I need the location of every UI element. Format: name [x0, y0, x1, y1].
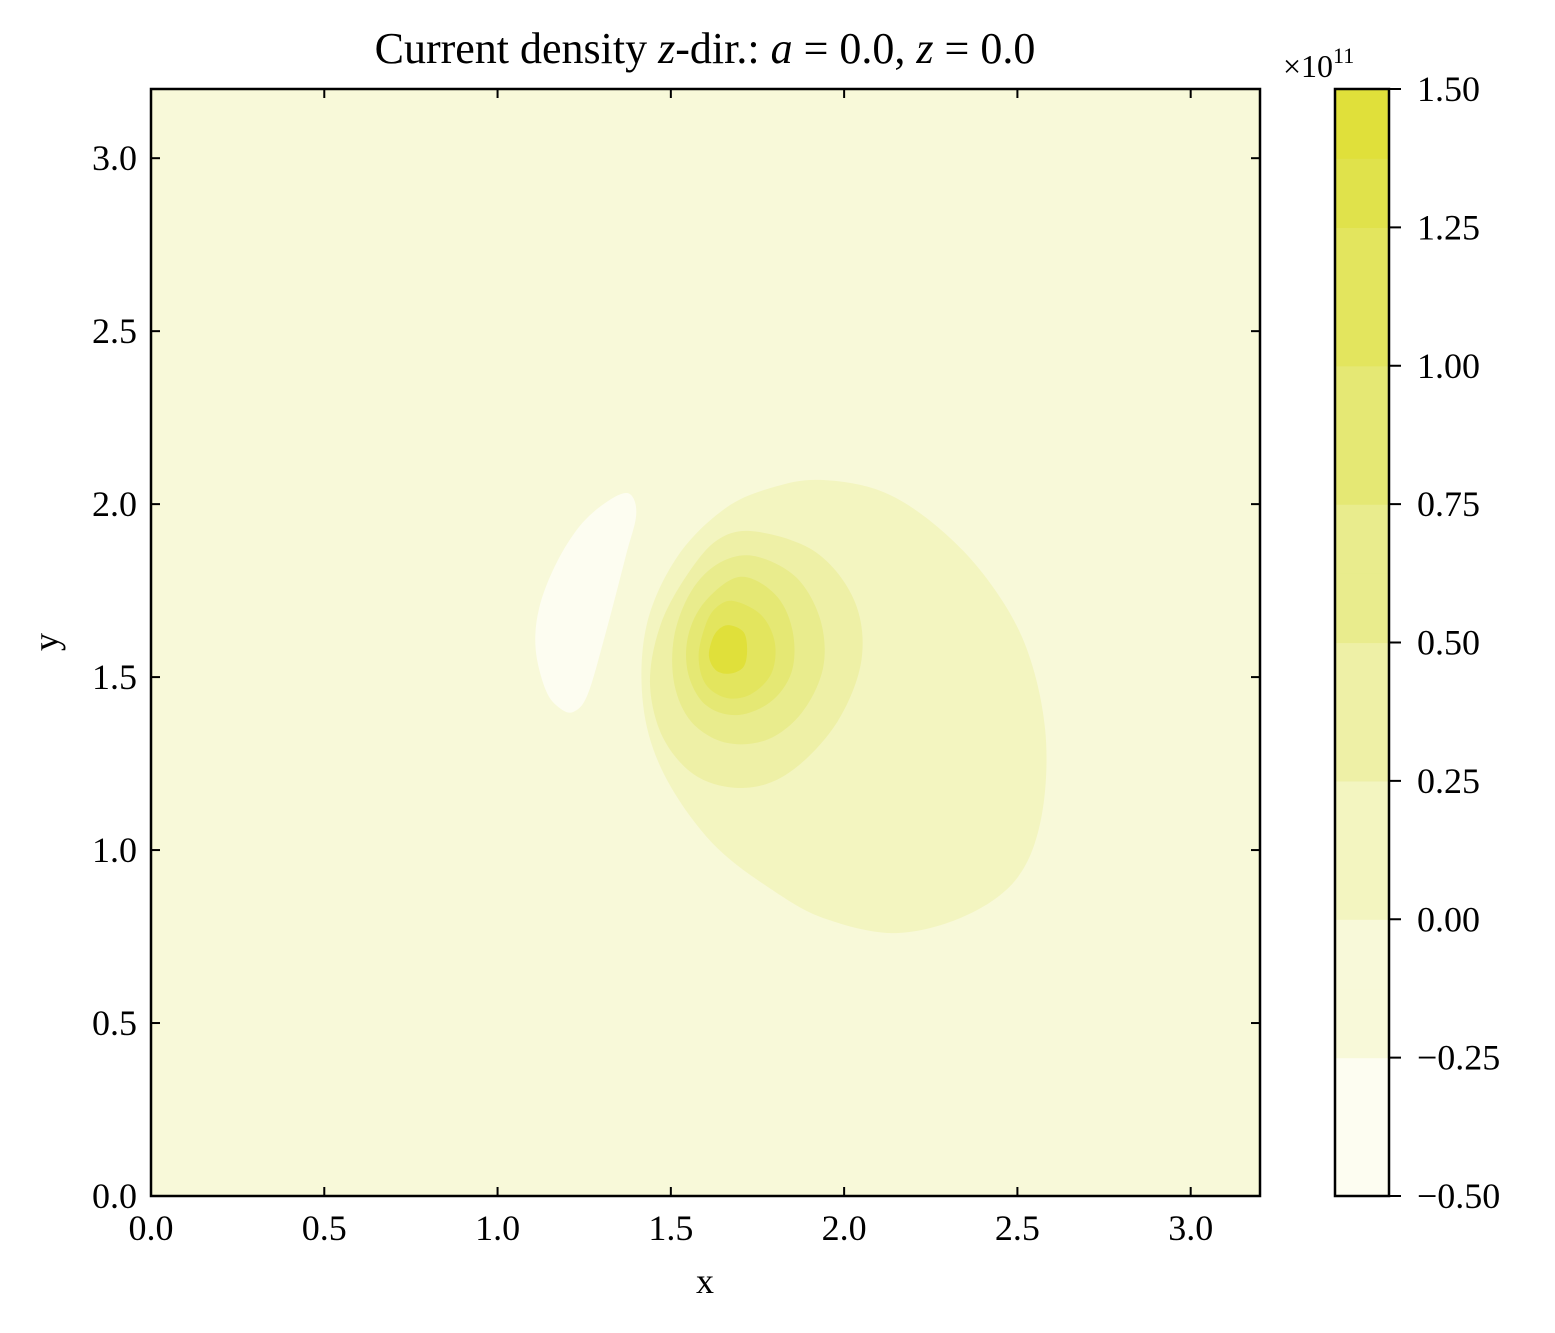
y-tick-label: 0.5 — [92, 1003, 137, 1043]
colorbar-band — [1335, 573, 1389, 644]
colorbar-band — [1335, 504, 1389, 574]
title-z-var: z — [657, 24, 675, 73]
colorbar-band — [1335, 780, 1389, 851]
y-tick-label: 2.5 — [92, 311, 137, 351]
colorbar-band — [1335, 988, 1389, 1059]
x-tick-label: 1.5 — [648, 1208, 693, 1248]
colorbar-multiplier: ×1011 — [1283, 43, 1354, 84]
title-a-var: a — [771, 24, 793, 73]
plot-area: 0.0 0.5 1.0 1.5 2.0 2.5 3.0 0.0 0.5 1.0 1.5 2.0 2.5… — [92, 87, 1262, 1248]
title-prefix: Current density — [375, 24, 659, 73]
colorbar-band — [1335, 365, 1389, 436]
x-tick-label: 2.0 — [822, 1208, 867, 1248]
chart-title: Current density z-dir.: a = 0.0, z = 0.0 — [375, 24, 1036, 73]
colorbar-tick-label: 1.50 — [1417, 69, 1480, 109]
y-axis-label: y — [26, 633, 66, 651]
x-tick-label: 0.0 — [129, 1208, 174, 1248]
colorbar-tick-label: 0.25 — [1417, 761, 1480, 801]
y-tick-label: 2.0 — [92, 484, 137, 524]
x-tick-label: 2.5 — [995, 1208, 1040, 1248]
colorbar-band — [1335, 434, 1389, 505]
colorbar-multiplier-exponent: 11 — [1333, 43, 1354, 68]
title-a-eq: = 0.0, — [793, 24, 917, 73]
colorbar-multiplier-base: ×10 — [1283, 48, 1333, 84]
colorbar-tick-label: 1.25 — [1417, 207, 1480, 247]
y-tick-label: 1.5 — [92, 657, 137, 697]
contour-regions — [535, 479, 1047, 934]
colorbar-tick-label: 1.00 — [1417, 346, 1480, 386]
x-axis-label: x — [696, 1261, 714, 1301]
colorbar-band — [1335, 1126, 1389, 1197]
y-ticks: 0.0 0.5 1.0 1.5 2.0 2.5 3.0 — [92, 138, 1260, 1216]
colorbar-band — [1335, 1057, 1389, 1128]
colorbar-bands — [1335, 89, 1389, 1197]
colorbar-band — [1335, 642, 1389, 713]
title-dir: -dir.: — [675, 24, 770, 73]
plot-frame — [149, 87, 1262, 1198]
colorbar-tick-label: 0.00 — [1417, 899, 1480, 939]
colorbar-band — [1335, 158, 1389, 228]
colorbar-ticks: −0.50 −0.25 0.00 0.25 0.50 0.75 1.00 1.25 1.50 — [1389, 69, 1500, 1216]
y-tick-label: 3.0 — [92, 138, 137, 178]
colorbar-tick-label: 0.50 — [1417, 623, 1480, 663]
colorbar-band — [1335, 711, 1389, 782]
colorbar-band — [1335, 850, 1389, 920]
x-tick-label: 1.0 — [475, 1208, 520, 1248]
colorbar-band — [1335, 919, 1389, 990]
x-ticks: 0.0 0.5 1.0 1.5 2.0 2.5 3.0 — [129, 89, 1213, 1248]
colorbar-band — [1335, 89, 1389, 159]
colorbar-band — [1335, 227, 1389, 298]
title-z2-var: z — [915, 24, 933, 73]
colorbar: −0.50 −0.25 0.00 0.25 0.50 0.75 1.00 1.25 1.50 ×… — [1283, 43, 1500, 1216]
title-z-eq: = 0.0 — [934, 24, 1036, 73]
colorbar-tick-label: −0.25 — [1417, 1038, 1500, 1078]
x-tick-label: 0.5 — [302, 1208, 347, 1248]
x-tick-label: 3.0 — [1168, 1208, 1213, 1248]
y-tick-label: 1.0 — [92, 830, 137, 870]
colorbar-tick-label: −0.50 — [1417, 1176, 1500, 1216]
colorbar-band — [1335, 296, 1389, 367]
contour-region-contour-1.25 — [708, 625, 748, 674]
colorbar-tick-label: 0.75 — [1417, 484, 1480, 524]
y-tick-label: 0.0 — [92, 1176, 137, 1216]
contour-region-negative-lobe — [535, 493, 637, 713]
